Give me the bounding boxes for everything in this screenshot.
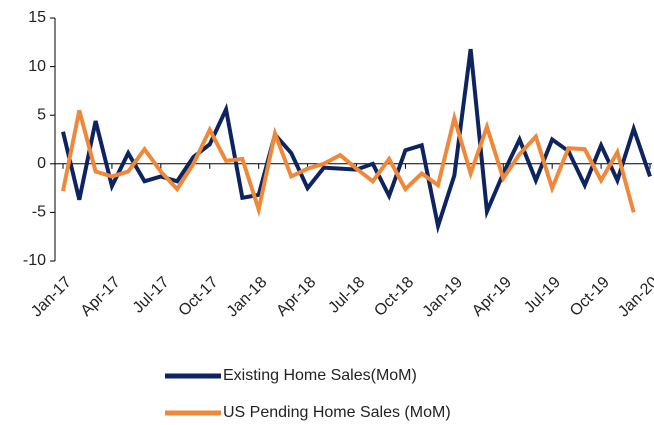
x-tick-label: Jan-17: [28, 274, 75, 321]
x-tick-label: Oct-17: [176, 274, 222, 320]
x-tick-label: Jul-17: [130, 274, 173, 317]
x-tick-label: Jul-19: [521, 274, 564, 317]
line-series: [61, 48, 652, 234]
legend-label: Existing Home Sales(MoM): [223, 367, 417, 384]
y-tick-label: 5: [37, 106, 46, 123]
x-tick-label: Apr-17: [78, 274, 124, 320]
y-tick-label: 10: [28, 58, 46, 75]
x-tick-label: Jan-18: [224, 274, 271, 321]
line-series: [61, 109, 636, 218]
y-tick-label: 0: [37, 155, 46, 172]
legend-label: US Pending Home Sales (MoM): [223, 404, 451, 421]
y-tick-label: 15: [28, 9, 46, 26]
x-tick-label: Jan-19: [420, 274, 467, 321]
y-tick-label: -5: [32, 204, 46, 221]
y-tick-label: -10: [23, 252, 46, 269]
x-tick-label: Oct-18: [371, 274, 417, 320]
x-tick-label: Jul-18: [325, 274, 368, 317]
x-tick-label: Oct-19: [567, 274, 613, 320]
x-tick-label: Jan-20: [615, 274, 654, 321]
x-tick-label: Apr-19: [469, 274, 515, 320]
x-tick-label: Apr-18: [273, 274, 319, 320]
